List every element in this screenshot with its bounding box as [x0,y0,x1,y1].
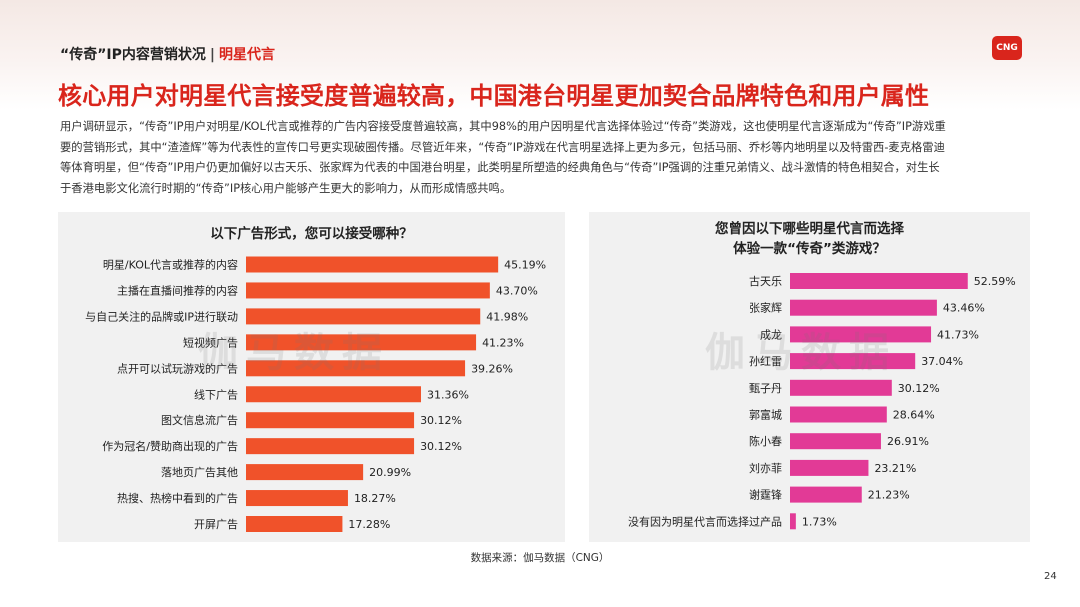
paragraph-line: 于香港电影文化流行时期的“传奇”IP核心用户能够产生更大的影响力，从而形成情感共… [60,181,512,195]
category-label: 谢霆锋 [749,488,782,502]
data-label: 28.64% [893,409,935,422]
bar [790,326,932,343]
paragraph-line: 用户调研显示，“传奇”IP用户对明星/KOL代言或推荐的广告内容接受度普遍较高，… [60,120,946,133]
data-label: 43.70% [496,284,538,297]
paragraph-line: 要的营销形式，其中“渣渣辉”等为代表性的宣传口号更实现破圈传播。尽管近年来，“传… [60,140,945,154]
data-label: 21.23% [868,489,910,502]
bar [790,433,881,450]
data-label: 30.12% [420,440,462,453]
category-label: 刘亦菲 [749,461,782,475]
bar [246,308,481,325]
right-chart-title-line1: 您曾因以下哪些明星代言而选择 [715,221,904,237]
data-label: 1.73% [802,515,837,528]
category-label: 落地页广告其他 [161,466,238,479]
left-chart-title-text: 以下广告形式，您可以接受哪种？ [210,226,413,242]
bar [790,299,937,316]
category-label: 古天乐 [749,275,782,288]
category-label: 孙红雷 [749,355,782,368]
category-label: 短视频广告 [183,335,238,349]
cng-logo: CNG [992,36,1022,60]
bar [246,334,477,351]
data-label: 26.91% [887,435,929,448]
category-label: 点开可以试玩游戏的广告 [117,361,238,375]
data-label: 41.98% [486,310,528,323]
right-chart-title: 您曾因以下哪些明星代言而选择 体验一款“传奇”类游戏？ [589,219,1030,259]
data-label: 18.27% [354,492,396,505]
data-label: 23.21% [874,462,916,475]
data-label: 37.04% [921,355,963,368]
category-label: 与自己关注的品牌或IP进行联动 [85,309,238,323]
page-number: 24 [1044,571,1057,582]
category-label: 没有因为明星代言而选择过产品 [628,514,782,528]
right-chart-title-line2: 体验一款“传奇”类游戏？ [733,241,886,257]
bar [246,490,348,507]
watermark: 伽马数据 [705,330,897,376]
category-label: 开屏广告 [194,518,238,531]
bar [246,386,421,403]
bar [246,464,364,481]
bar [790,513,796,530]
data-label: 45.19% [504,259,546,272]
category-label: 成龙 [760,328,782,341]
data-label: 52.59% [974,275,1016,288]
subsection-title: 明星代言 [219,47,275,63]
bar [790,459,869,476]
bar [790,406,887,423]
bar [790,353,916,370]
page-title: 核心用户对明星代言接受度普遍较高，中国港台明星更加契合品牌特色和用户属性 [58,82,930,110]
data-label: 30.12% [420,414,462,427]
right-bar-chart: 古天乐 52.59% 张家辉 43.46% 成龙 41.73% 孙红雷 37.04% 甄子丹 30… [628,273,1016,530]
bar [790,379,892,396]
category-label: 图文信息流广告 [161,413,238,427]
category-label: 作为冠名/赞助商出现的广告 [102,439,238,453]
category-label: 主播在直播间推荐的内容 [117,283,238,297]
bar [246,282,490,299]
bar [246,412,415,429]
bar [790,273,968,289]
category-label: 郭富城 [749,408,782,422]
category-label: 张家辉 [749,301,782,315]
category-label: 线下广告 [194,387,238,401]
bar [246,516,343,532]
watermark: 伽马数据 [198,330,390,376]
data-label: 30.12% [898,382,940,395]
body-paragraph: 用户调研显示，“传奇”IP用户对明星/KOL代言或推荐的广告内容接受度普遍较高，… [60,117,1028,199]
data-source: 数据来源：伽马数据（CNG） [470,552,610,564]
data-label: 41.23% [482,336,524,349]
header-separator: | [209,47,215,63]
left-bar-chart: 明星/KOL代言或推荐的内容 45.19% 主播在直播间推荐的内容 43.70% 与自己… [85,256,546,532]
category-label: 陈小春 [749,434,782,448]
paragraph-line: 等体育明星，但“传奇”IP用户仍更加偏好以古天乐、张家辉为代表的中国港台明星，此… [60,161,940,174]
category-label: 热搜、热榜中看到的广告 [117,491,238,505]
right-chart-panel: 您曾因以下哪些明星代言而选择 体验一款“传奇”类游戏？ 古天乐 52.59% 张家辉… [589,212,1030,542]
data-label: 17.28% [348,518,390,531]
bar [246,360,466,377]
section-title: “传奇”IP内容营销状况 [60,47,206,63]
left-chart-panel: 以下广告形式，您可以接受哪种？ 明星/KOL代言或推荐的内容 45.19% 主播在直… [58,212,565,542]
bar [246,256,499,273]
data-label: 31.36% [427,388,469,401]
header-background [0,0,1080,110]
data-label: 39.26% [471,362,513,375]
category-label: 明星/KOL代言或推荐的内容 [103,258,238,272]
data-label: 41.73% [937,328,979,341]
bar [790,486,862,503]
data-label: 43.46% [943,302,985,315]
bar [246,438,415,455]
left-chart-title: 以下广告形式，您可以接受哪种？ [58,224,565,244]
data-label: 20.99% [369,466,411,479]
section-header: “传奇”IP内容营销状况 | 明星代言 [60,44,275,64]
category-label: 甄子丹 [749,382,782,395]
